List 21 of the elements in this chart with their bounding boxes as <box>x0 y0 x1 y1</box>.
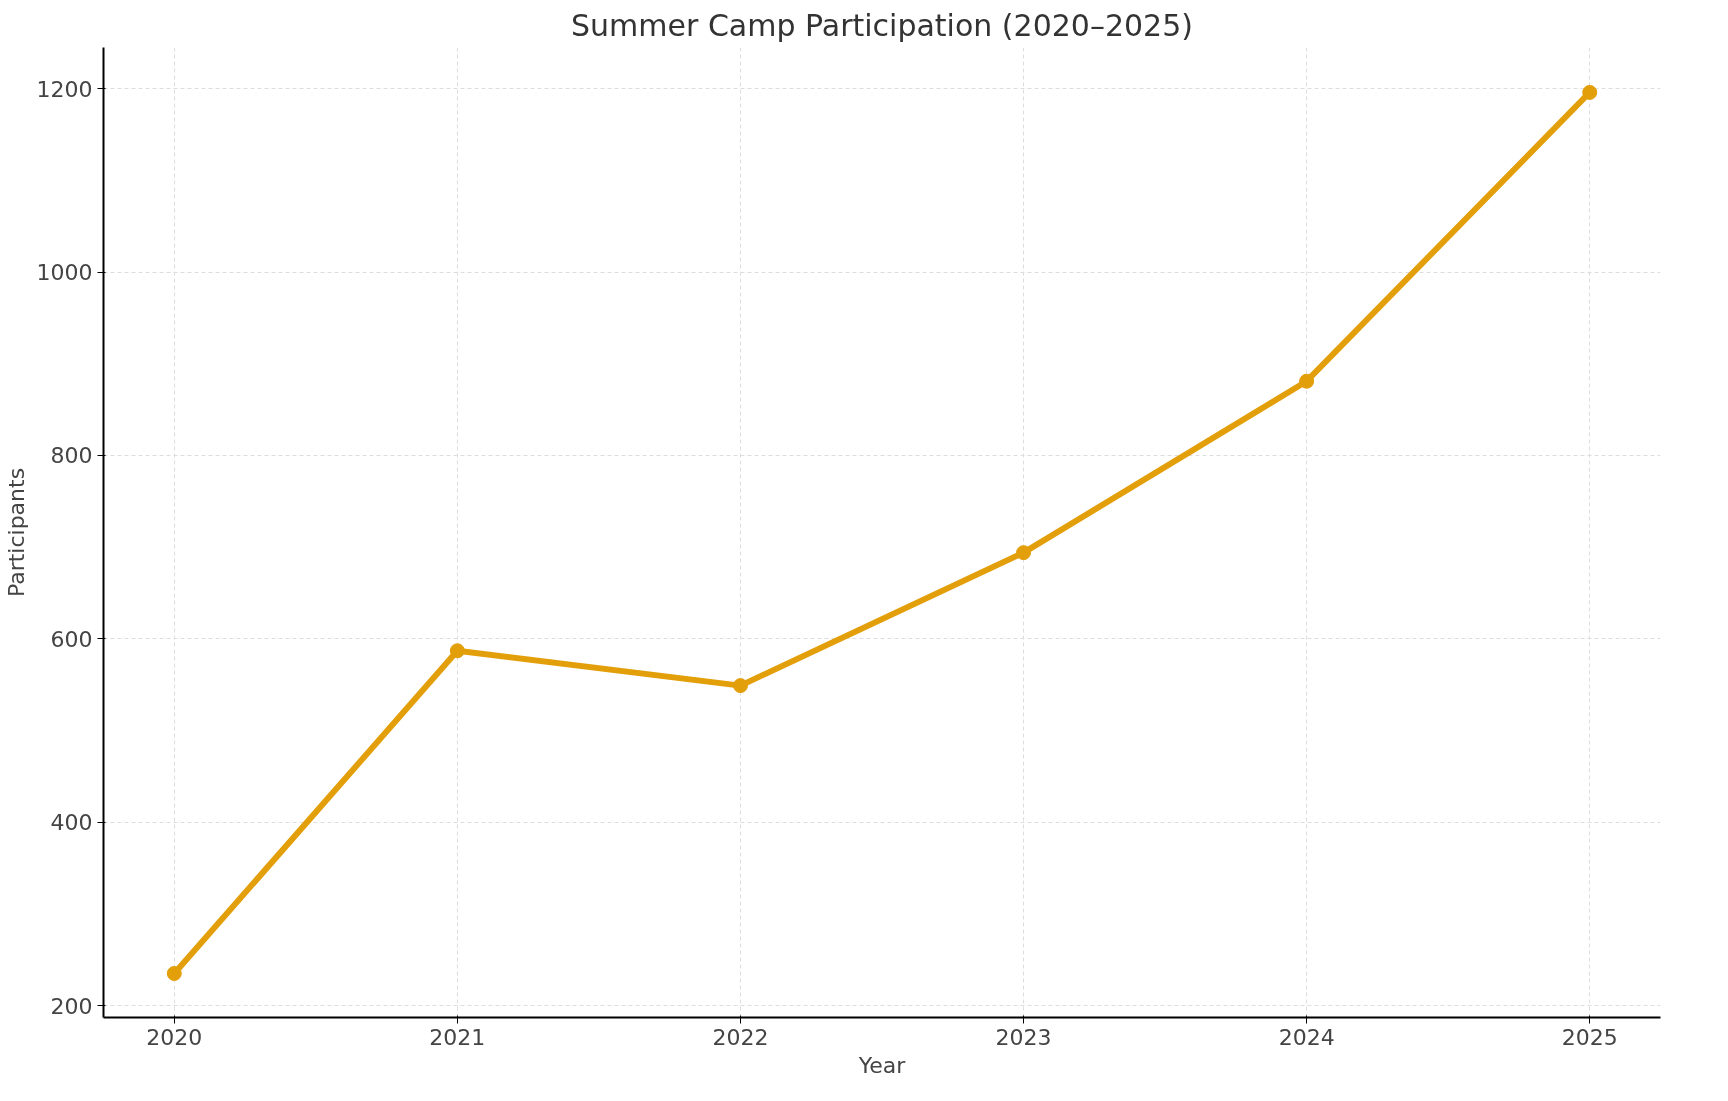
point <box>449 643 465 659</box>
point <box>732 678 748 694</box>
y-tick-label: 1000 <box>36 260 93 286</box>
x-tick-label: 2025 <box>1561 1024 1618 1050</box>
point <box>1299 373 1315 389</box>
y-tick-label: 800 <box>50 443 93 469</box>
x-tick-label: 2023 <box>995 1024 1052 1050</box>
x-tick-label: 2020 <box>146 1024 203 1050</box>
y-tick-label: 200 <box>50 993 93 1019</box>
chart-title: Summer Camp Participation (2020–2025) <box>571 7 1193 43</box>
point <box>166 966 182 981</box>
point <box>1016 545 1032 561</box>
x-axis-title: Year <box>857 1052 907 1078</box>
y-axis-title: Participants <box>3 467 29 598</box>
y-tick-label: 600 <box>50 626 93 652</box>
x-tick-label: 2021 <box>429 1024 486 1050</box>
y-tick-label: 1200 <box>36 76 93 102</box>
x-tick-label: 2022 <box>712 1024 769 1050</box>
y-tick-label: 400 <box>50 810 93 836</box>
x-tick-label: 2024 <box>1278 1024 1335 1050</box>
point <box>1582 84 1598 100</box>
